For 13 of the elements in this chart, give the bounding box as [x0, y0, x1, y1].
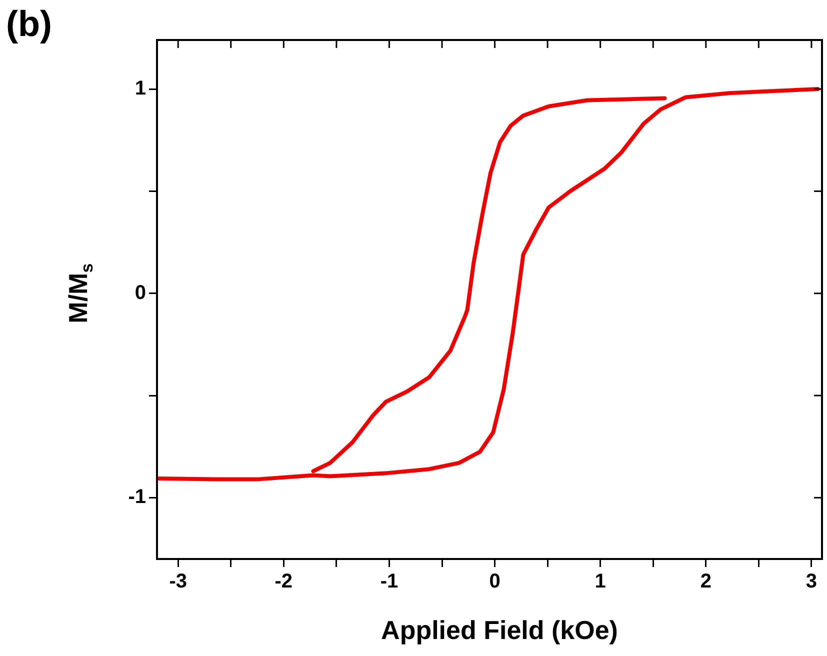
x-tick-label: 1 — [594, 570, 606, 593]
y-tick-label: -1 — [128, 486, 146, 508]
x-axis-title: Applied Field (kOe) — [381, 615, 618, 646]
y-tick-label: 1 — [134, 78, 146, 100]
x-tick-label: 0 — [489, 570, 500, 593]
x-tick-label: 3 — [806, 570, 818, 593]
x-tick-label: -3 — [169, 570, 188, 593]
y-axis-title: M/Ms — [63, 263, 96, 324]
chart-title: (b) — [6, 2, 52, 44]
y-tick-label: 0 — [134, 282, 146, 304]
x-tick-label: 2 — [700, 570, 712, 593]
x-tick-label: -1 — [380, 570, 398, 593]
x-tick-label: -2 — [274, 570, 293, 593]
